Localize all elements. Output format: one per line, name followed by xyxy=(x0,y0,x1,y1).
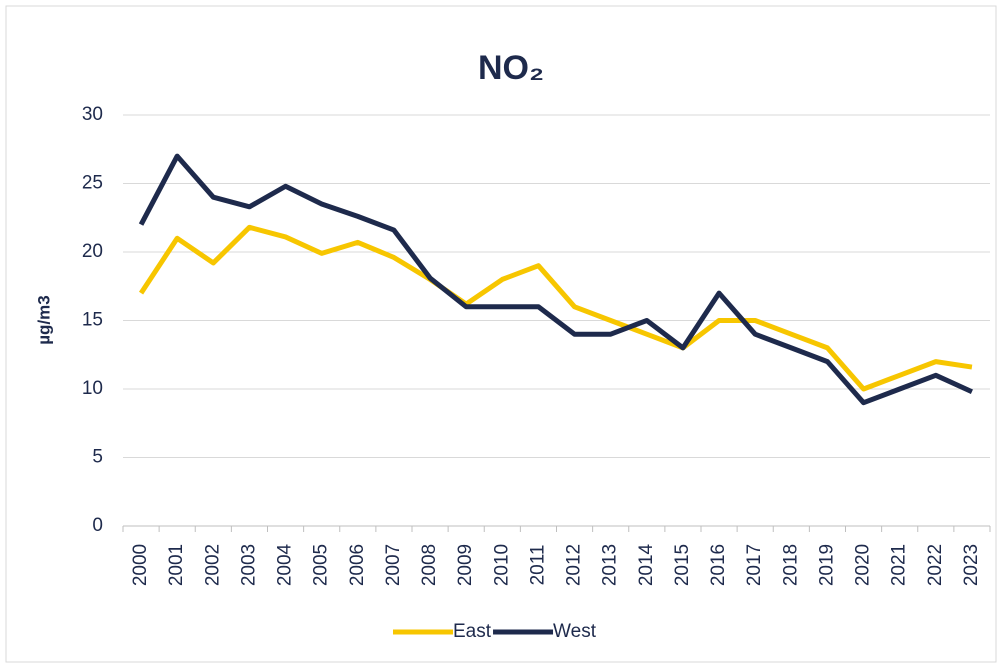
x-tick-label: 2013 xyxy=(600,544,621,586)
x-tick-label: 2009 xyxy=(455,544,476,586)
y-tick-label: 10 xyxy=(82,378,103,399)
x-tick-label: 2012 xyxy=(564,544,585,586)
x-tick-label: 2011 xyxy=(527,545,548,586)
line-series xyxy=(138,224,973,392)
x-tick-label: 2020 xyxy=(853,544,874,586)
x-tick-label: 2010 xyxy=(491,544,512,586)
x-tick-label: 2003 xyxy=(238,544,259,586)
x-tick-label: 2017 xyxy=(744,544,765,586)
x-tick-label: 2018 xyxy=(780,544,801,586)
line-series xyxy=(138,153,973,406)
y-tick-label: 15 xyxy=(82,310,103,331)
x-tick-label: 2016 xyxy=(708,544,729,586)
x-tick-label: 2000 xyxy=(130,544,151,586)
x-tick-label: 2015 xyxy=(672,544,693,586)
x-tick-label: 2019 xyxy=(816,544,837,586)
x-tick-label: 2005 xyxy=(311,544,332,586)
y-tick-label: 30 xyxy=(82,104,103,125)
y-tick-label: 5 xyxy=(92,447,103,468)
x-tick-label: 2006 xyxy=(347,544,368,586)
x-tick-label: 2008 xyxy=(419,544,440,586)
y-axis-label: µg/m3 xyxy=(34,295,53,344)
y-tick-label: 20 xyxy=(82,241,103,262)
legend-label: East xyxy=(453,621,492,642)
x-tick-label: 2014 xyxy=(636,543,657,586)
x-tick-label: 2007 xyxy=(383,544,404,586)
x-tick-label: 2004 xyxy=(275,543,296,586)
x-tick-label: 2021 xyxy=(889,544,910,586)
x-tick-label: 2022 xyxy=(925,544,946,586)
y-tick-label: 0 xyxy=(92,515,103,536)
x-tick-label: 2001 xyxy=(166,544,187,586)
chart-title: NO₂ xyxy=(478,49,544,87)
x-tick-label: 2002 xyxy=(202,544,223,586)
y-tick-label: 25 xyxy=(82,173,103,194)
legend-label: West xyxy=(553,621,597,642)
x-tick-label: 2023 xyxy=(961,544,982,586)
